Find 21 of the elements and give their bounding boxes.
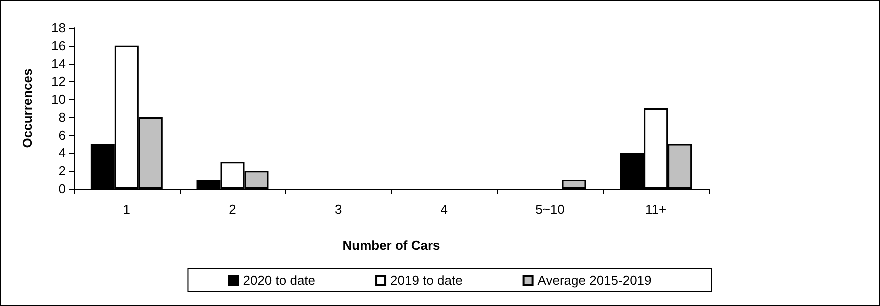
y-tick-label: 8 [58, 110, 66, 125]
x-tick-label: 4 [440, 202, 448, 217]
x-tick-label: 11+ [646, 202, 667, 217]
x-tick-label: 2 [229, 202, 236, 217]
y-tick-label: 18 [52, 20, 66, 36]
y-tick-label: 0 [58, 182, 66, 196]
y-tick-label: 16 [52, 38, 66, 54]
y-tick-label: 14 [52, 56, 66, 72]
legend-label: 2019 to date [390, 273, 463, 288]
y-tick-label: 10 [52, 92, 66, 108]
legend-label: 2020 to date [243, 273, 316, 288]
legend-label: Average 2015-2019 [538, 273, 652, 288]
x-tick-label: 3 [334, 202, 342, 217]
y-axis-title: Occurrences [20, 68, 35, 148]
x-tick-label: 1 [123, 202, 131, 217]
y-tick-label: 2 [58, 164, 66, 179]
y-tick-label: 12 [52, 74, 66, 90]
x-tick-label: 5~10 [536, 202, 565, 217]
x-axis-title: Number of Cars [342, 238, 440, 253]
y-tick-label: 4 [58, 146, 66, 161]
y-tick-label: 6 [58, 128, 66, 143]
